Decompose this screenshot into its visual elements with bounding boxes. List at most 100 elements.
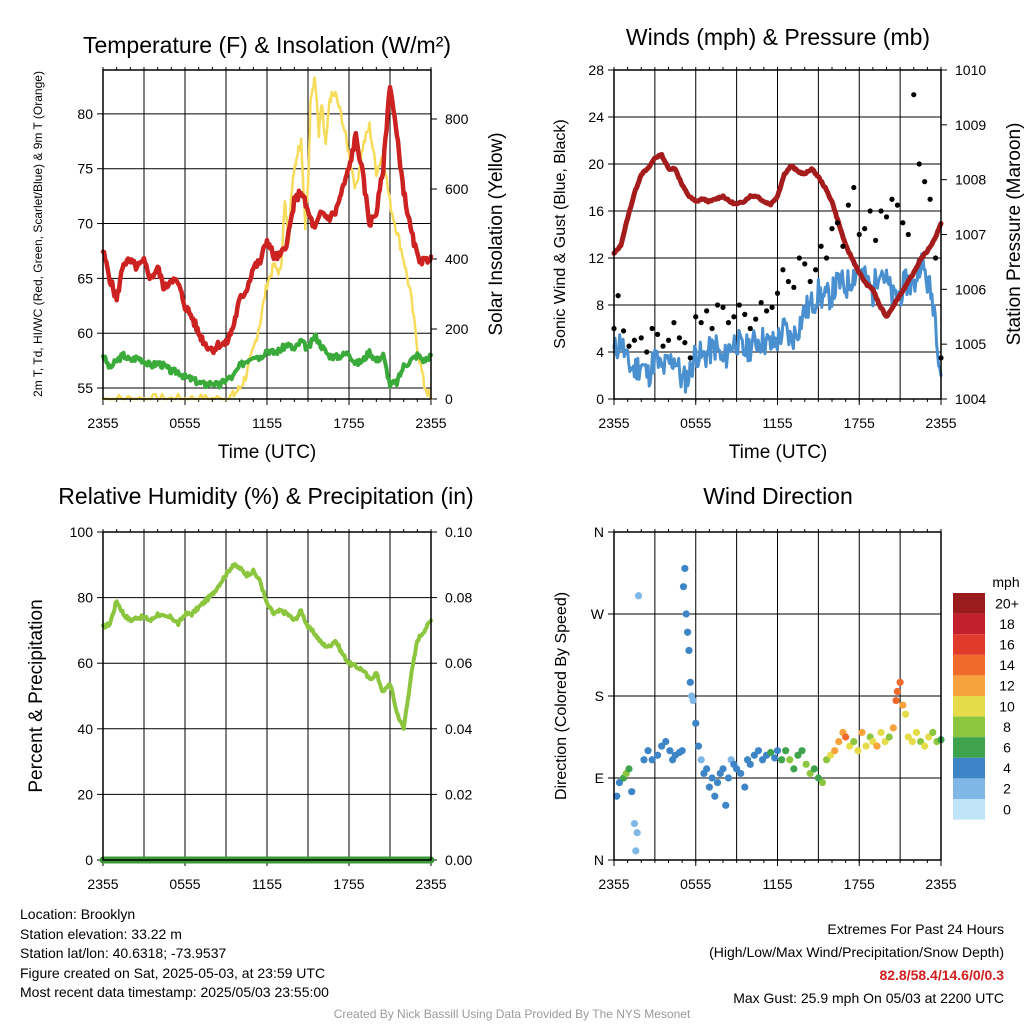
y2-tick-label: 400 — [445, 251, 469, 267]
gust-point — [818, 243, 824, 249]
x-tick-label: 1155 — [252, 415, 282, 431]
colorbar-swatch — [953, 593, 985, 614]
colorbar-title: mph — [992, 574, 1019, 590]
y-tick-label: N — [594, 852, 604, 868]
direction-point — [685, 646, 693, 655]
y2-tick-label: 0.00 — [445, 852, 472, 868]
gust-point — [704, 308, 710, 314]
direction-point — [632, 847, 640, 855]
x-tick-label: 1155 — [762, 415, 792, 431]
y2-axis-label: Station Pressure (Maroon) — [1004, 123, 1024, 346]
plot-frame — [613, 69, 942, 400]
direction-point — [681, 564, 689, 573]
x-tick-label: 0555 — [169, 415, 200, 431]
series-temperature — [100, 84, 434, 356]
direction-point — [703, 765, 711, 773]
y2-tick-label: 0 — [445, 391, 453, 407]
y-tick-label: 28 — [588, 62, 604, 78]
gust-point — [655, 331, 661, 337]
gust-point — [764, 308, 770, 314]
direction-point — [719, 765, 727, 773]
direction-point — [746, 760, 754, 768]
gust-point — [693, 314, 699, 320]
direction-point — [798, 747, 806, 755]
y-tick-label: 4 — [596, 344, 604, 360]
direction-point — [862, 742, 870, 750]
gust-point — [878, 208, 884, 214]
gust-point — [883, 214, 890, 220]
colorbar-label: 10 — [999, 698, 1015, 714]
y2-tick-label: 1007 — [955, 227, 986, 243]
y-tick-label: 60 — [77, 325, 93, 341]
colorbar-label: 20+ — [995, 595, 1019, 611]
direction-point — [666, 747, 674, 755]
gust-point — [649, 325, 655, 332]
gust-point — [802, 261, 808, 267]
direction-point — [899, 701, 907, 709]
gust-point — [829, 226, 835, 232]
x-tick-label: 0555 — [169, 876, 200, 892]
gust-point — [796, 255, 802, 261]
gust-point — [922, 179, 928, 185]
direction-point — [835, 737, 843, 746]
direction-point — [842, 733, 850, 741]
direction-point — [722, 801, 730, 809]
direction-point — [634, 592, 643, 600]
station-location: Location: Brooklyn — [20, 906, 136, 922]
x-tick-label: 1155 — [762, 876, 792, 892]
chart-title: Winds (mph) & Pressure (mb) — [626, 24, 930, 50]
extremes-subtitle: (High/Low/Max Wind/Precipitation/Snow De… — [709, 944, 1004, 960]
gust-point — [676, 335, 683, 341]
colorbar-label: 12 — [999, 678, 1015, 694]
y2-tick-label: 1010 — [955, 62, 986, 78]
direction-point — [858, 728, 866, 737]
y-tick-label: 65 — [77, 270, 93, 286]
y-tick-label: 100 — [70, 524, 94, 540]
y-tick-label: 20 — [588, 156, 604, 172]
gust-point — [932, 255, 939, 261]
colorbar-swatch — [953, 716, 985, 738]
colorbar-label: 6 — [1003, 740, 1011, 756]
y2-tick-label: 800 — [445, 111, 469, 127]
direction-point — [810, 765, 818, 773]
gust-point — [736, 302, 742, 308]
extremes-values: 82.8/58.4/14.6/0/0.3 — [879, 967, 1004, 983]
gust-point — [840, 243, 846, 249]
gust-point — [851, 184, 857, 191]
colorbar-label: 14 — [999, 657, 1015, 673]
gust-point — [731, 314, 737, 320]
colorbar-label: 0 — [1003, 801, 1011, 817]
y2-tick-label: 600 — [445, 181, 469, 197]
x-tick-label: 2355 — [415, 876, 446, 892]
direction-point — [628, 788, 636, 796]
gust-point — [698, 320, 704, 326]
direction-point — [773, 747, 782, 755]
direction-point — [892, 696, 900, 705]
gust-point — [753, 316, 759, 322]
y-tick-label: W — [591, 606, 605, 622]
direction-point — [697, 756, 705, 764]
x-tick-label: 1755 — [333, 876, 364, 892]
colorbar-swatch — [953, 696, 985, 717]
gust-point — [785, 278, 792, 285]
y2-tick-label: 1005 — [955, 336, 986, 352]
x-tick-label: 2355 — [598, 876, 629, 892]
y2-tick-label: 0.04 — [445, 721, 472, 737]
direction-point — [850, 737, 858, 746]
plot-frame — [102, 531, 432, 861]
direction-point — [912, 728, 921, 737]
gust-point — [867, 208, 873, 214]
y-tick-label: 24 — [588, 109, 604, 125]
direction-point — [901, 710, 910, 718]
station-info: Location: Brooklyn Station elevation: 33… — [20, 905, 329, 1003]
direction-point — [893, 687, 902, 696]
y-axis-label: Direction (Colored By Speed) — [553, 592, 570, 800]
direction-point — [711, 792, 719, 800]
direction-point — [679, 583, 688, 591]
colorbar-label: 16 — [999, 637, 1015, 653]
direction-point — [654, 751, 662, 759]
direction-point — [630, 819, 639, 828]
direction-point — [790, 765, 798, 773]
x-tick-label: 2355 — [415, 415, 446, 431]
